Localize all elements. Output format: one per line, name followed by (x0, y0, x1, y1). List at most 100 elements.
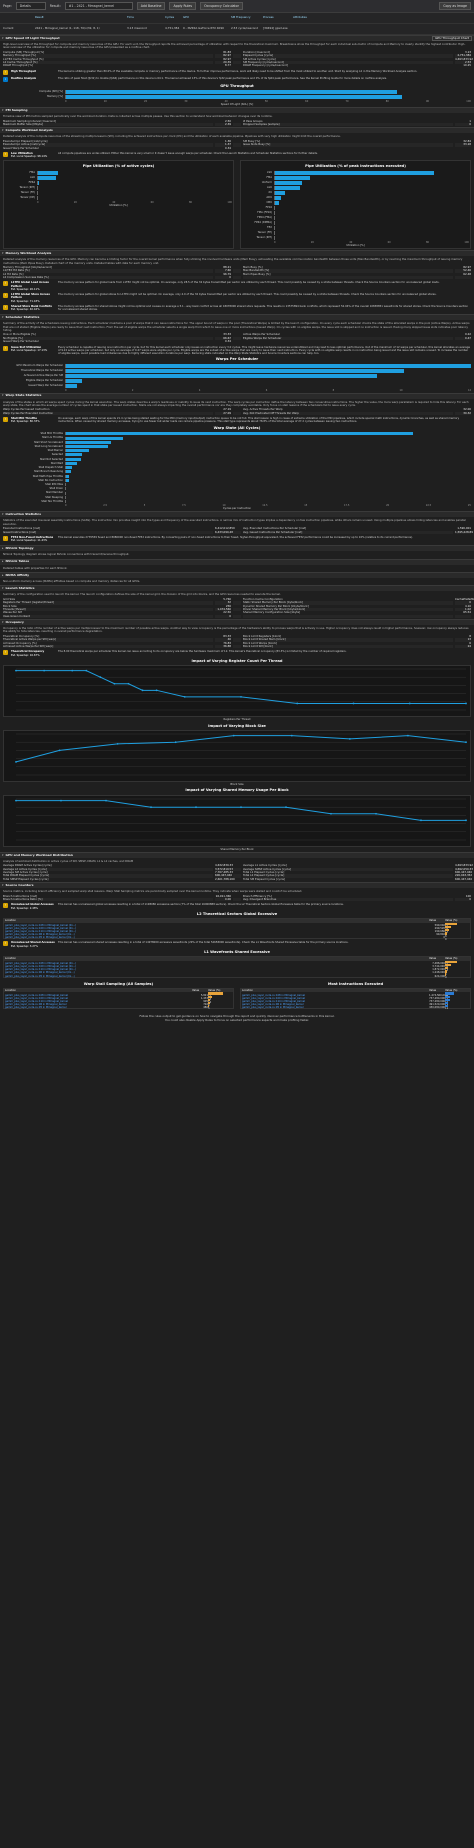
bar-row: ADU (242, 195, 469, 200)
collapse-icon[interactable]: ▾ (2, 393, 4, 398)
table-row[interactable]: gemm_plus_layer_cuda.cu:114 in Mmagnel_k… (4, 998, 233, 1004)
table-row[interactable]: gemm_plus_layer_cuda.cu:96 in Mmagnel_ke… (4, 932, 470, 938)
section-header[interactable]: ▸ NUMA Affinity (0, 572, 474, 579)
table-row[interactable]: gemm_plus_layer_cuda.cu:95 in Mmagnel_ke… (4, 935, 470, 940)
collapse-icon[interactable]: ▾ (2, 107, 4, 112)
metrics-table: Executed Ipc Elapsed [inst/cycle] 1.36 SM … (3, 139, 471, 150)
occupancy-calculator-button[interactable]: Occupancy Calculator (200, 2, 243, 10)
kernel-row[interactable]: Current 2421 - Mmagnel_kernel (1, 118, 7… (0, 24, 474, 35)
table-row[interactable]: gemm_plus_layer_cuda.cu:109 in Mmagnel_k… (4, 995, 233, 1001)
metric-label: Block Limit Warps [block] (243, 640, 278, 645)
source-location-link[interactable]: gemm_plus_layer_cuda.cu:114 in Mmagnel_k… (242, 999, 305, 1003)
source-location-link[interactable]: gemm_plus_layer_cuda.cu:108 in Mmagnel_k… (242, 993, 305, 997)
collapse-icon[interactable]: ▾ (2, 586, 4, 591)
collapse-icon[interactable]: ▾ (2, 882, 4, 887)
source-location-link[interactable]: gemm_plus_layer_cuda.cu:114 in Mmagnel_k… (5, 968, 77, 972)
tick-label: 80 (425, 240, 430, 244)
section-header[interactable]: ▾ GPU Speed Of Light Throughput GPU Throug… (0, 35, 474, 42)
collapse-icon[interactable]: ▾ (2, 128, 4, 133)
table-row[interactable]: gemm_plus_layer_cuda.cu:108 in Mmagnel_k… (4, 992, 233, 998)
table-row[interactable]: gemm_plus_layer_cuda.cu:108 in Mmagnel_k… (241, 992, 470, 998)
section-header[interactable]: ▸ NVLink Tables (0, 560, 474, 565)
source-location-link[interactable]: gemm_plus_layer_cuda.cu:96 in Mmagnel_ke… (5, 933, 75, 937)
expand-icon[interactable]: ▸ (2, 572, 4, 577)
row-value: 599,040 (434, 923, 445, 927)
collapse-icon[interactable]: ▾ (2, 512, 4, 517)
bar-track (37, 195, 232, 200)
source-location-link[interactable]: gemm_plus_layer_cuda.cu:109 in Mmagnel_k… (242, 996, 305, 1000)
section-header[interactable]: ▸ NVLink Topology (0, 545, 474, 552)
source-location-link[interactable]: gemm_plus_layer_cuda.cu:109 in Mmagnel_k… (5, 965, 77, 969)
source-location-link[interactable]: gemm_plus_layer_cuda.cu:114 in Mmagnel_k… (5, 930, 77, 934)
table-row[interactable]: gemm_plus_layer_cuda.cu:114 in Mmagnel_k… (241, 998, 470, 1004)
table-row[interactable]: gemm_plus_layer_cuda.cu:109 in Mmagnel_k… (4, 925, 470, 931)
section-header[interactable]: ▾ PM Sampling (0, 107, 474, 114)
collapse-icon[interactable]: ▾ (2, 250, 4, 255)
section-header[interactable]: ▾ GPU and Memory Workload Distribution (0, 853, 474, 858)
metric-label: Duration [msecond] (243, 49, 270, 54)
section-header[interactable]: ▾ Compute Workload Analysis (0, 128, 474, 134)
section-header[interactable]: ▾ Memory Workload Analysis (0, 250, 474, 257)
table-row[interactable]: gemm_plus_layer_cuda.cu:95 in Mmagnel_ke… (241, 1005, 470, 1010)
header-value: Value (192, 989, 200, 993)
section-scheduler: ▾ Scheduler Statistics Summary of the act… (0, 314, 474, 392)
collapse-icon[interactable]: ▾ (2, 35, 4, 40)
source-location-link[interactable]: gemm_plus_layer_cuda.cu:96 in Mmagnel_ke… (5, 1003, 67, 1007)
row-value: 480 (203, 1006, 208, 1010)
data-point (183, 696, 186, 699)
speedup-text: Est. Speedup: 3.27% (11, 944, 39, 948)
source-location-link[interactable]: gemm_plus_layer_cuda.cu:109 in Mmagnel_k… (5, 996, 68, 1000)
collapse-icon[interactable]: ▾ (2, 619, 4, 624)
table-row[interactable]: gemm_plus_layer_cuda.cu:114 in Mmagnel_k… (4, 967, 470, 972)
copy-as-image-button[interactable]: Copy as Image (439, 2, 471, 10)
table-row[interactable]: gemm_plus_layer_cuda.cu:96 in Mmagnel_ke… (4, 970, 470, 976)
data-point (352, 702, 355, 705)
bar-track (37, 170, 232, 175)
table-row[interactable]: gemm_plus_layer_cuda.cu:108 in Mmagnel_k… (4, 960, 470, 966)
metric-value: 100 (465, 893, 471, 898)
source-location-link[interactable]: gemm_plus_layer_cuda.cu:95 in Mmagnel_ke… (5, 974, 75, 978)
section-header[interactable]: ▾ Launch Statistics (0, 586, 474, 592)
collapse-icon[interactable]: ▾ (2, 852, 4, 857)
table-row[interactable]: gemm_plus_layer_cuda.cu:109 in Mmagnel_k… (241, 995, 470, 1001)
source-location-link[interactable]: gemm_plus_layer_cuda.cu:95 in Mmagnel_ke… (5, 936, 75, 940)
source-location-link[interactable]: gemm_plus_layer_cuda.cu:108 in Mmagnel_k… (5, 961, 77, 965)
metric-label: Block Limit Registers [block] (243, 633, 282, 638)
table-header: Location Value Value (%) (4, 989, 233, 993)
add-baseline-button[interactable]: Add Baseline (136, 2, 166, 10)
collapse-icon[interactable]: ▾ (2, 314, 4, 319)
apply-rules-button[interactable]: Apply Rules (169, 2, 197, 10)
table-row[interactable]: gemm_plus_layer_cuda.cu:95 in Mmagnel_ke… (4, 1005, 233, 1010)
source-location-link[interactable]: gemm_plus_layer_cuda.cu:96 in Mmagnel_ke… (242, 1003, 304, 1007)
speedup-text: Est. Speedup: 16.67% (11, 653, 40, 657)
page-select[interactable]: Details (15, 2, 46, 10)
table-row[interactable]: gemm_plus_layer_cuda.cu:96 in Mmagnel_ke… (4, 1001, 233, 1007)
source-location-link[interactable]: gemm_plus_layer_cuda.cu:108 in Mmagnel_k… (5, 923, 77, 927)
bar-label: Stall LG Throttle (42, 436, 63, 440)
table-row[interactable]: gemm_plus_layer_cuda.cu:95 in Mmagnel_ke… (4, 973, 470, 979)
result-select[interactable]: #1 - 2421 - Mmagnel_kernel (64, 2, 133, 10)
section-header[interactable]: ▾ Scheduler Statistics (0, 314, 474, 321)
expand-icon[interactable]: ▸ (2, 559, 4, 564)
table-row[interactable]: gemm_plus_layer_cuda.cu:114 in Mmagnel_k… (4, 928, 470, 934)
section-header[interactable]: ▾ Instruction Statistics (0, 512, 474, 518)
row-value: 905 (203, 999, 208, 1003)
table-row[interactable]: gemm_plus_layer_cuda.cu:108 in Mmagnel_k… (4, 922, 470, 928)
section-header[interactable]: ▾ Warp State Statistics (0, 394, 474, 399)
source-location-link[interactable]: gemm_plus_layer_cuda.cu:109 in Mmagnel_k… (5, 926, 77, 930)
metric-value: 4.10 (465, 603, 471, 608)
source-location-link[interactable]: gemm_plus_layer_cuda.cu:114 in Mmagnel_k… (5, 999, 68, 1003)
expand-icon[interactable]: ▸ (2, 545, 4, 550)
table-row[interactable]: gemm_plus_layer_cuda.cu:109 in Mmagnel_k… (4, 963, 470, 969)
bar-label: Stall Sleeping (45, 495, 63, 499)
table-row[interactable]: gemm_plus_layer_cuda.cu:96 in Mmagnel_ke… (241, 1001, 470, 1007)
section-header[interactable]: ▾ Source Counters (0, 882, 474, 889)
source-location-link[interactable]: gemm_plus_layer_cuda.cu:95 in Mmagnel_ke… (5, 1006, 67, 1010)
source-location-link[interactable]: gemm_plus_layer_cuda.cu:108 in Mmagnel_k… (5, 993, 68, 997)
source-location-link[interactable]: gemm_plus_layer_cuda.cu:96 in Mmagnel_ke… (5, 971, 75, 975)
spacer (233, 340, 241, 343)
bar-label: Stall Barrier (47, 449, 63, 453)
breakdown-select[interactable]: GPU Throughput Chart (432, 35, 472, 42)
source-location-link[interactable]: gemm_plus_layer_cuda.cu:95 in Mmagnel_ke… (242, 1006, 304, 1010)
section-header[interactable]: ▾ Occupancy (0, 619, 474, 626)
